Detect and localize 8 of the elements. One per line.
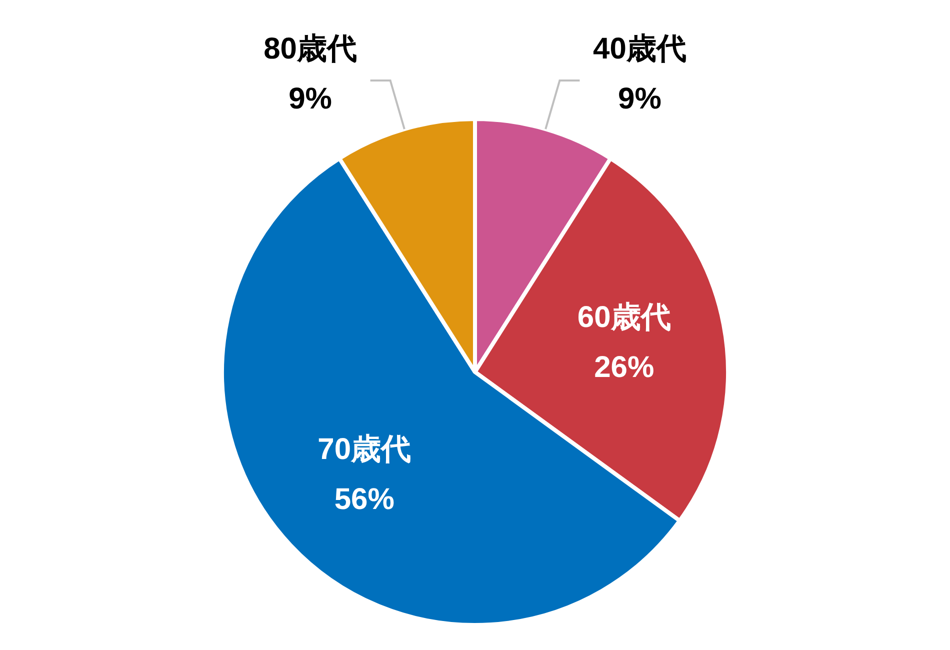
data-label: 56%	[334, 483, 394, 516]
data-label: 26%	[594, 350, 654, 384]
data-label: 9%	[618, 82, 662, 116]
slice-label: 70歳代	[318, 433, 412, 466]
data-label: 9%	[288, 82, 332, 116]
slice-label: 80歳代	[264, 32, 357, 66]
slice-label: 40歳代	[593, 32, 686, 66]
slice-label: 60歳代	[577, 300, 671, 334]
